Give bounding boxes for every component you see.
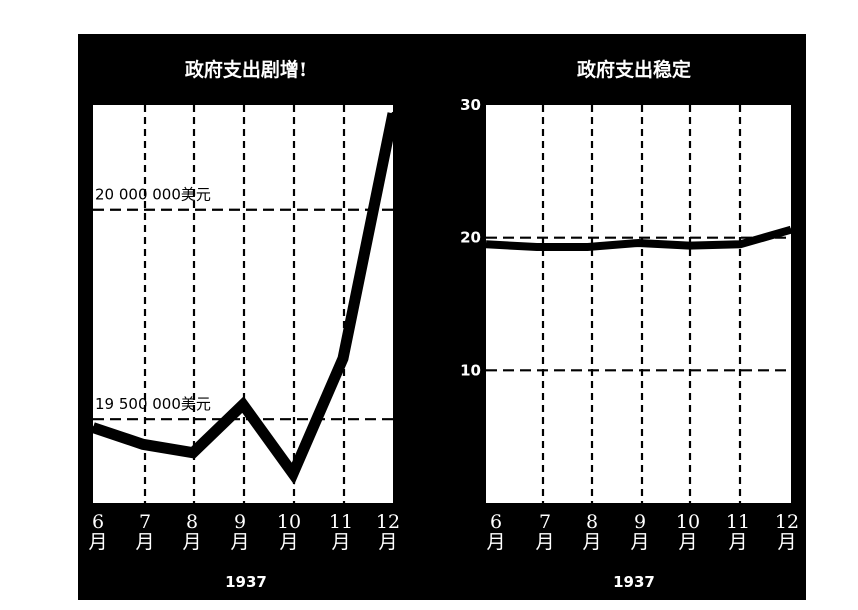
x-tick-label-0-4: 10 月 <box>277 511 301 553</box>
y-tick-label-0: 10 <box>460 361 481 379</box>
x-tick-label-part: 11 <box>726 511 750 533</box>
x-tick-label-part: 8 <box>586 511 598 533</box>
data-point-0-5 <box>341 356 345 360</box>
data-point-1-1 <box>535 245 539 249</box>
x-tick-label-part: 9 <box>234 511 246 533</box>
reference-label-1: 19 500 000美元 <box>95 395 211 413</box>
x-tick-label-part: 月 <box>486 531 505 553</box>
y-tick-label-2: 30 <box>460 96 481 114</box>
x-tick-label-part: 12 <box>775 511 799 533</box>
y-axis-label-char-3: 元 <box>428 322 447 344</box>
x-tick-label-part: 6 <box>490 511 502 533</box>
data-point-0-1 <box>141 442 145 446</box>
data-point-1-6 <box>789 228 793 232</box>
x-tick-label-part: 月 <box>378 531 397 553</box>
reference-label-0: 20 000 000美元 <box>95 186 211 204</box>
x-tick-label-part: 10 <box>676 511 700 533</box>
y-axis-label-char-1: 万 <box>428 278 447 300</box>
x-tick-label-part: 月 <box>582 531 601 553</box>
x-tick-label-part: 月 <box>535 531 554 553</box>
data-point-1-4 <box>687 244 691 248</box>
x-tick-label-part: 月 <box>182 531 201 553</box>
y-axis-label-char-2: 美 <box>428 300 447 322</box>
x-axis-year-label-1: 1937 <box>613 573 655 591</box>
plot-area-1 <box>486 105 791 503</box>
data-point-1-0 <box>484 242 488 246</box>
x-tick-label-0-5: 11 月 <box>329 511 353 553</box>
x-tick-label-part: 10 <box>277 511 301 533</box>
y-axis-label-char-0: 百 <box>428 256 447 278</box>
data-point-0-0 <box>91 426 95 430</box>
chart-title-1: 政府支出稳定 <box>577 58 691 81</box>
x-tick-label-part: 月 <box>678 531 697 553</box>
x-tick-label-part: 月 <box>331 531 350 553</box>
x-tick-label-1-5: 11 月 <box>726 511 750 553</box>
data-point-1-3 <box>637 241 640 245</box>
x-tick-label-part: 月 <box>230 531 249 553</box>
data-point-0-3 <box>241 403 245 407</box>
data-point-1-2 <box>586 245 590 249</box>
x-tick-label-part: 11 <box>329 511 353 533</box>
x-tick-label-part: 8 <box>186 511 198 533</box>
x-tick-label-part: 月 <box>777 531 796 553</box>
chart-title-0: 政府支出剧增! <box>185 58 307 81</box>
x-tick-label-part: 7 <box>139 511 151 533</box>
x-tick-label-part: 月 <box>630 531 649 553</box>
data-point-0-4 <box>291 472 295 476</box>
x-tick-label-part: 12 <box>376 511 400 533</box>
x-tick-label-part: 7 <box>539 511 551 533</box>
x-tick-label-part: 月 <box>728 531 747 553</box>
data-point-0-2 <box>191 451 195 455</box>
x-tick-label-0-6: 12 月 <box>376 511 400 553</box>
x-tick-label-part: 月 <box>279 531 298 553</box>
x-axis-year-label-0: 1937 <box>225 573 267 591</box>
x-tick-label-part: 9 <box>634 511 646 533</box>
y-tick-label-1: 20 <box>460 229 481 247</box>
x-tick-label-1-6: 12 月 <box>775 511 799 553</box>
x-tick-label-part: 月 <box>135 531 154 553</box>
data-point-1-5 <box>738 242 742 246</box>
x-tick-label-part: 月 <box>88 531 107 553</box>
x-tick-label-part: 6 <box>92 511 104 533</box>
x-tick-label-1-4: 10 月 <box>676 511 700 553</box>
data-point-0-6 <box>391 111 395 115</box>
